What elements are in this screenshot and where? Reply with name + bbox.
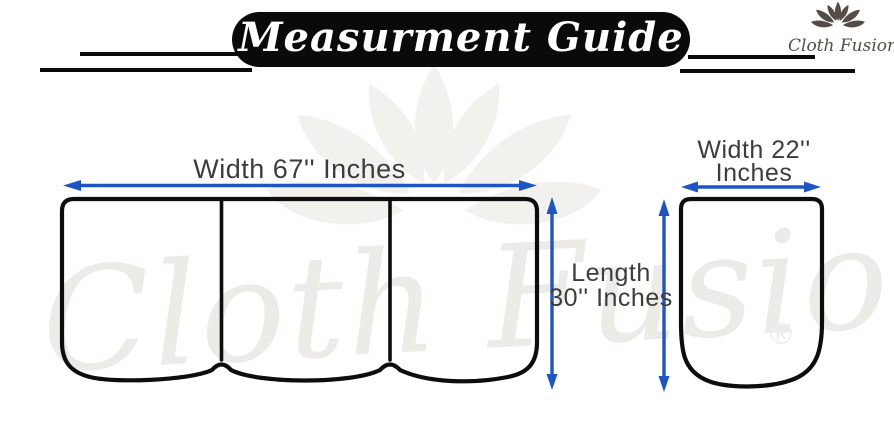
title-banner: Measurment Guide [232, 12, 690, 67]
header-rule-left-lower [40, 68, 252, 72]
length-label-line2: 30'' Inches [549, 284, 673, 312]
width-67-arrow [63, 180, 537, 191]
armrest-width-label: Width 22'' Inches [678, 136, 830, 187]
armrest-outline [678, 196, 825, 389]
length-label-line1: Length [571, 259, 651, 287]
page-title: Measurment Guide [238, 14, 684, 61]
header-rule-left-upper [80, 52, 238, 56]
width-22-arrow [681, 181, 821, 193]
brand-name: Cloth Fusion® [788, 36, 894, 56]
length-arrow-body [546, 197, 558, 390]
armrest-width-line2: Inches [715, 159, 793, 187]
length-arrow-armrest [658, 199, 670, 392]
brand-logo: Cloth Fusion® [788, 1, 894, 56]
sofa-width-label: Width 67'' Inches [193, 154, 406, 184]
header-rule-right-lower [680, 69, 855, 73]
lotus-logo-icon [810, 1, 866, 35]
armrest-width-line1: Width 22'' [697, 136, 811, 164]
sofa-body-outline [59, 196, 540, 384]
registered-mark-watermark: ® [770, 318, 793, 351]
length-label: Length 30'' Inches [542, 261, 680, 311]
header-rule-right-upper [688, 55, 815, 59]
